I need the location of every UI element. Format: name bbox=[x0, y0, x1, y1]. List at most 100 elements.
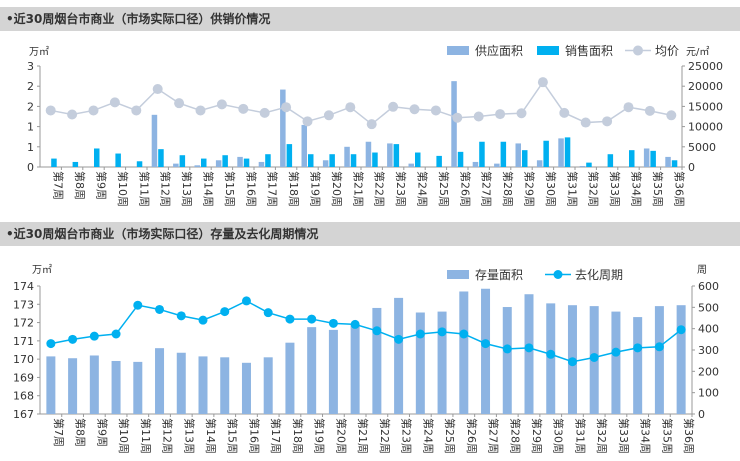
point-均价 bbox=[323, 110, 334, 121]
point-均价 bbox=[452, 112, 463, 123]
bar-供应面积 bbox=[365, 141, 372, 167]
bar-销售面积 bbox=[457, 151, 464, 167]
legend-swatch-dot-均价 bbox=[633, 45, 643, 56]
x-category-label: 第12周 bbox=[159, 171, 173, 207]
x-category-label: 第22周 bbox=[378, 418, 392, 454]
x-category-label: 第17周 bbox=[269, 418, 283, 454]
bar-存量面积 bbox=[46, 356, 56, 414]
right-tick-label: 500 bbox=[698, 301, 719, 314]
bar-销售面积 bbox=[350, 154, 357, 167]
right-tick-label: 100 bbox=[698, 387, 719, 400]
x-category-label: 第9周 bbox=[95, 418, 109, 447]
point-均价 bbox=[473, 111, 484, 122]
right-tick-label: 20000 bbox=[688, 80, 723, 93]
chart2-title-banner: •近30周烟台市商业（市场实际口径）存量及去化周期情况 bbox=[0, 222, 740, 246]
left-axis-unit: 万㎡ bbox=[29, 46, 49, 58]
point-去化周期 bbox=[481, 339, 491, 349]
bar-供应面积 bbox=[494, 163, 500, 167]
legend-label-销售面积: 销售面积 bbox=[565, 43, 613, 58]
left-tick-label: 171 bbox=[13, 335, 34, 348]
point-均价 bbox=[345, 102, 356, 113]
bar-存量面积 bbox=[307, 327, 317, 414]
bar-供应面积 bbox=[408, 163, 414, 167]
bar-供应面积 bbox=[151, 114, 158, 167]
bar-销售面积 bbox=[629, 150, 635, 167]
right-axis-unit: 元/㎡ bbox=[686, 46, 709, 58]
left-tick-label: 173 bbox=[13, 298, 34, 311]
right-tick-label: 400 bbox=[698, 323, 719, 336]
x-category-label: 第7周 bbox=[52, 418, 66, 447]
point-均价 bbox=[152, 84, 163, 95]
point-均价 bbox=[430, 105, 441, 116]
x-category-label: 第12周 bbox=[161, 418, 175, 454]
legend-swatch-存量面积 bbox=[447, 270, 469, 279]
x-category-label: 第24周 bbox=[416, 171, 430, 207]
bar-存量面积 bbox=[89, 355, 99, 414]
x-category-label: 第13周 bbox=[182, 418, 196, 454]
bar-供应面积 bbox=[451, 81, 457, 167]
point-均价 bbox=[644, 105, 655, 116]
point-均价 bbox=[580, 117, 591, 128]
x-category-label: 第32周 bbox=[587, 171, 601, 207]
point-去化周期 bbox=[676, 325, 686, 335]
x-category-label: 第16周 bbox=[244, 171, 258, 207]
x-category-label: 第35周 bbox=[660, 418, 674, 454]
legend-swatch-供应面积 bbox=[447, 46, 469, 55]
point-均价 bbox=[666, 110, 677, 121]
x-category-label: 第17周 bbox=[266, 171, 280, 207]
x-category-label: 第13周 bbox=[180, 171, 194, 207]
right-tick-label: 0 bbox=[698, 408, 705, 421]
x-category-label: 第30周 bbox=[552, 418, 566, 454]
left-tick-label: 0 bbox=[27, 161, 34, 174]
x-category-label: 第10周 bbox=[116, 171, 130, 207]
bar-供应面积 bbox=[665, 156, 671, 167]
bar-销售面积 bbox=[179, 155, 186, 167]
bar-存量面积 bbox=[241, 362, 251, 414]
point-去化周期 bbox=[350, 319, 360, 329]
chart1-title: •近30周烟台市商业（市场实际口径）供销价情况 bbox=[6, 12, 271, 26]
point-去化周期 bbox=[285, 314, 295, 324]
point-均价 bbox=[516, 108, 527, 119]
bar-供应面积 bbox=[301, 124, 307, 167]
bar-供应面积 bbox=[472, 161, 479, 167]
right-tick-label: 25000 bbox=[688, 60, 723, 73]
left-tick-label: 174 bbox=[13, 280, 34, 293]
bar-销售面积 bbox=[115, 153, 121, 167]
bar-销售面积 bbox=[286, 144, 293, 167]
legend-label-均价: 均价 bbox=[655, 44, 679, 58]
x-category-label: 第36周 bbox=[672, 171, 686, 207]
point-去化周期 bbox=[176, 311, 186, 321]
bar-供应面积 bbox=[387, 143, 393, 167]
bar-销售面积 bbox=[564, 137, 571, 167]
point-均价 bbox=[366, 119, 377, 130]
x-category-label: 第24周 bbox=[421, 418, 435, 454]
point-去化周期 bbox=[307, 314, 317, 324]
point-均价 bbox=[281, 102, 292, 113]
x-category-label: 第11周 bbox=[137, 171, 151, 207]
bar-销售面积 bbox=[72, 161, 79, 167]
point-均价 bbox=[602, 116, 613, 127]
x-category-label: 第31周 bbox=[565, 171, 579, 207]
point-去化周期 bbox=[524, 343, 534, 353]
bar-供应面积 bbox=[258, 161, 265, 167]
x-category-label: 第20周 bbox=[334, 418, 348, 454]
bar-销售面积 bbox=[436, 155, 442, 167]
bar-销售面积 bbox=[158, 149, 164, 167]
bar-销售面积 bbox=[671, 160, 678, 167]
point-均价 bbox=[495, 109, 506, 120]
right-tick-label: 10000 bbox=[688, 121, 723, 134]
supply-sales-price-chart: 0112230500010000150002000025000万㎡ 元/㎡第7周第… bbox=[27, 43, 723, 207]
x-category-label: 第26周 bbox=[458, 171, 472, 207]
left-tick-label: 2 bbox=[27, 80, 34, 93]
bar-存量面积 bbox=[263, 357, 273, 414]
x-category-label: 第33周 bbox=[617, 418, 631, 454]
x-category-label: 第10周 bbox=[117, 418, 131, 454]
point-均价 bbox=[559, 107, 570, 118]
x-category-label: 第21周 bbox=[351, 171, 365, 207]
point-去化周期 bbox=[654, 342, 664, 352]
left-tick-label: 170 bbox=[13, 353, 34, 366]
bar-存量面积 bbox=[415, 312, 425, 414]
point-去化周期 bbox=[241, 296, 251, 306]
right-tick-label: 15000 bbox=[688, 100, 723, 113]
bar-存量面积 bbox=[524, 294, 534, 414]
